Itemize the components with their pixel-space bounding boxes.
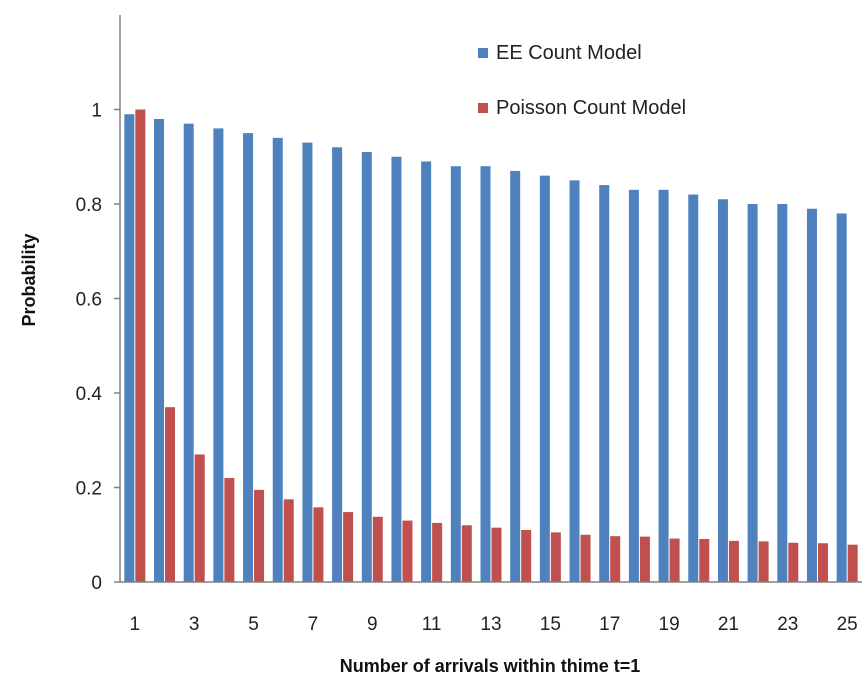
bar-ee [302,143,312,582]
bar-poisson [343,512,353,582]
x-tick-label: 21 [718,614,739,635]
x-ticks: 1 3 5 7 9 11 13 15 17 19 21 23 25 [130,614,858,635]
bar-ee [124,114,134,582]
bar-poisson [699,539,709,582]
bar-poisson [759,541,769,582]
y-ticks: 0 0.2 0.4 0.6 0.8 1 [76,101,120,595]
bar-ee [807,209,817,582]
bar-ee [540,176,550,582]
x-tick-label: 1 [130,614,141,635]
bar-poisson [432,523,442,582]
y-tick-label: 0 [91,573,102,594]
bar-poisson [254,490,264,582]
bar-ee [837,213,847,582]
bar-poisson [521,530,531,582]
bar-poisson [610,536,620,582]
bar-ee [362,152,372,582]
bar-poisson [284,499,294,582]
bar-ee [570,180,580,582]
bar-ee [599,185,609,582]
x-tick-label: 7 [308,614,319,635]
y-tick-label: 1 [91,101,102,122]
bar-ee [748,204,758,582]
bar-ee [273,138,283,582]
bar-poisson [729,541,739,582]
y-tick-label: 0.4 [76,384,103,405]
x-axis-title: Number of arrivals within thime t=1 [340,656,641,676]
bar-ee [451,166,461,582]
bar-poisson [492,528,502,582]
bar-poisson [670,539,680,582]
bar-ee [481,166,491,582]
bars-layer [124,110,857,583]
bar-poisson [165,407,175,582]
bar-ee [213,128,223,582]
legend-label-ee: EE Count Model [496,42,642,64]
bar-ee [688,195,698,582]
bar-ee [332,147,342,582]
bar-poisson [462,525,472,582]
x-tick-label: 23 [777,614,798,635]
bar-ee [510,171,520,582]
bar-ee [184,124,194,582]
bar-poisson [640,537,650,582]
x-tick-label: 15 [540,614,561,635]
bar-ee [154,119,164,582]
bar-ee [629,190,639,582]
legend-swatch-poisson [478,103,488,113]
bar-poisson [313,507,323,582]
y-tick-label: 0.2 [76,479,102,500]
x-tick-label: 19 [659,614,680,635]
legend-label-poisson: Poisson Count Model [496,97,686,119]
bar-poisson [402,521,412,582]
bar-poisson [551,532,561,582]
bar-poisson [581,535,591,582]
bar-poisson [195,454,205,582]
bar-ee [421,161,431,582]
x-tick-label: 11 [422,614,442,635]
bar-poisson [818,543,828,582]
x-tick-label: 13 [480,614,501,635]
bar-ee [777,204,787,582]
bar-poisson [135,110,145,583]
y-tick-label: 0.8 [76,195,102,216]
y-tick-label: 0.6 [76,290,102,311]
bar-ee [718,199,728,582]
x-tick-label: 25 [837,614,858,635]
bar-poisson [224,478,234,582]
x-tick-label: 5 [248,614,259,635]
x-tick-label: 17 [599,614,620,635]
bar-ee [659,190,669,582]
bar-ee [243,133,253,582]
bar-poisson [788,543,798,582]
legend-swatch-ee [478,48,488,58]
bar-ee [391,157,401,582]
bar-poisson [373,517,383,582]
x-tick-label: 3 [189,614,200,635]
y-axis-title: Probability [19,233,39,326]
bar-poisson [848,545,858,582]
x-tick-label: 9 [367,614,378,635]
legend: EE Count Model Poisson Count Model [478,42,686,119]
